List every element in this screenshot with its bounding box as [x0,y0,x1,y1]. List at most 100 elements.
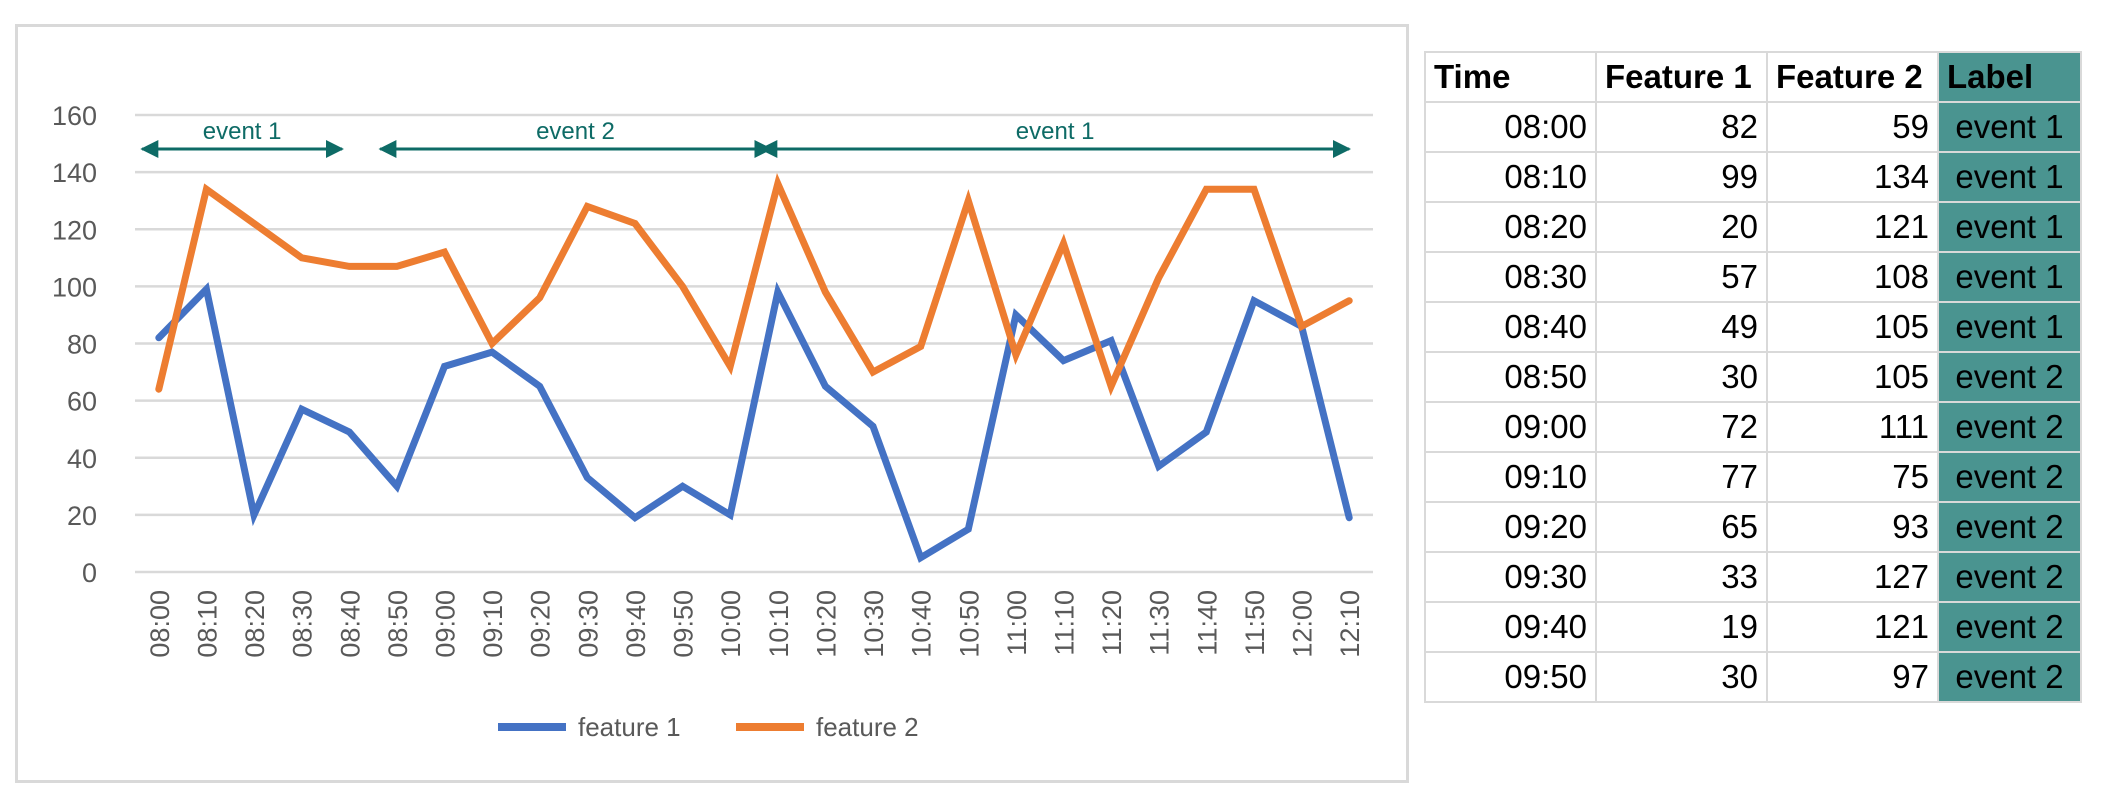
cell-label: event 2 [1937,551,2082,603]
x-tick-label: 09:50 [669,590,699,658]
cell-time: 08:30 [1424,251,1597,303]
cell-time: 09:00 [1424,401,1597,453]
cell-label: event 2 [1937,401,2082,453]
table-row: 08:00 82 59 event 1 [1424,101,2082,153]
y-tick-label: 60 [67,387,97,417]
y-tick-label: 140 [52,158,97,188]
event-span-label: event 1 [203,118,282,145]
cell-time: 08:00 [1424,101,1597,153]
cell-time: 09:40 [1424,601,1597,653]
x-tick-label: 08:20 [240,590,270,658]
cell-label: event 2 [1937,351,2082,403]
y-tick-label: 20 [67,501,97,531]
cell-feature-2: 59 [1766,101,1939,153]
header-feature-2: Feature 2 [1766,51,1939,103]
cell-label: event 1 [1937,101,2082,153]
cell-feature-1: 33 [1595,551,1768,603]
x-tick-label: 10:30 [859,590,889,658]
cell-feature-1: 30 [1595,351,1768,403]
cell-time: 09:10 [1424,451,1597,503]
cell-feature-1: 99 [1595,151,1768,203]
x-tick-label: 11:30 [1145,590,1175,656]
x-tick-label: 11:50 [1240,590,1270,656]
x-tick-label: 12:00 [1288,590,1318,658]
cell-feature-2: 97 [1766,651,1939,703]
x-tick-label: 10:10 [764,590,794,658]
table-row: 09:50 30 97 event 2 [1424,651,2082,703]
x-tick-label: 11:00 [1002,590,1032,656]
series-line-1 [155,281,1353,563]
x-tick-label: 10:50 [954,590,984,658]
x-tick-label: 08:50 [383,590,413,658]
header-time: Time [1424,51,1597,103]
cell-feature-2: 105 [1766,301,1939,353]
table-row: 09:30 33 127 event 2 [1424,551,2082,603]
cell-feature-2: 134 [1766,151,1939,203]
y-tick-label: 120 [52,215,97,245]
cell-time: 08:10 [1424,151,1597,203]
table-row: 08:30 57 108 event 1 [1424,251,2082,303]
table-row: 09:20 65 93 event 2 [1424,501,2082,553]
header-feature-1: Feature 1 [1595,51,1768,103]
x-tick-label: 08:40 [335,590,365,658]
event-span-label: event 2 [536,118,615,145]
table-row: 08:10 99 134 event 1 [1424,151,2082,203]
table-row: 09:00 72 111 event 2 [1424,401,2082,453]
y-tick-label: 40 [67,444,97,474]
cell-feature-2: 121 [1766,601,1939,653]
x-tick-label: 09:20 [526,590,556,658]
x-tick-label: 10:20 [811,590,841,658]
cell-time: 08:20 [1424,201,1597,253]
x-tick-label: 11:10 [1050,590,1080,656]
cell-feature-1: 72 [1595,401,1768,453]
chart-panel: 0 20 40 60 80 100 120 140 160 08:00 08:10 08:20 08:3… [15,24,1409,783]
x-tick-label: 08:10 [192,590,222,658]
cell-time: 09:50 [1424,651,1597,703]
cell-label: event 1 [1937,201,2082,253]
cell-feature-2: 75 [1766,451,1939,503]
cell-feature-2: 108 [1766,251,1939,303]
y-tick-label: 100 [52,272,97,302]
table-row: 08:40 49 105 event 1 [1424,301,2082,353]
data-table: Time Feature 1 Feature 2 Label 08:00 82 59… [1424,51,2082,703]
y-tick-label: 80 [67,330,97,360]
cell-time: 08:50 [1424,351,1597,403]
cell-label: event 2 [1937,651,2082,703]
y-tick-label: 160 [52,101,97,131]
event-span-label: event 1 [1016,118,1095,145]
cell-feature-2: 93 [1766,501,1939,553]
cell-label: event 2 [1937,451,2082,503]
header-label: Label [1937,51,2082,103]
legend-label-1: feature 1 [578,712,681,742]
legend-label-2: feature 2 [816,712,919,742]
cell-feature-1: 57 [1595,251,1768,303]
cell-label: event 2 [1937,601,2082,653]
cell-feature-1: 65 [1595,501,1768,553]
x-tick-label: 08:00 [145,590,175,658]
x-tick-label: 12:10 [1335,590,1365,658]
cell-time: 09:20 [1424,501,1597,553]
table-row: 08:20 20 121 event 1 [1424,201,2082,253]
cell-time: 09:30 [1424,551,1597,603]
cell-feature-1: 82 [1595,101,1768,153]
cell-feature-1: 49 [1595,301,1768,353]
x-tick-label: 10:00 [716,590,746,658]
series-line-2 [155,172,1353,397]
cell-feature-1: 20 [1595,201,1768,253]
y-tick-label: 0 [82,558,97,588]
cell-label: event 1 [1937,251,2082,303]
cell-label: event 1 [1937,301,2082,353]
cell-feature-1: 19 [1595,601,1768,653]
table-header-row: Time Feature 1 Feature 2 Label [1424,51,2082,103]
cell-feature-2: 121 [1766,201,1939,253]
x-tick-label: 11:20 [1097,590,1127,656]
cell-feature-2: 111 [1766,401,1939,453]
x-tick-label: 09:10 [478,590,508,658]
x-tick-label: 09:40 [621,590,651,658]
x-tick-label: 10:40 [907,590,937,658]
x-tick-label: 11:40 [1192,590,1222,656]
x-tick-label: 09:30 [573,590,603,658]
cell-time: 08:40 [1424,301,1597,353]
cell-label: event 2 [1937,501,2082,553]
cell-label: event 1 [1937,151,2082,203]
